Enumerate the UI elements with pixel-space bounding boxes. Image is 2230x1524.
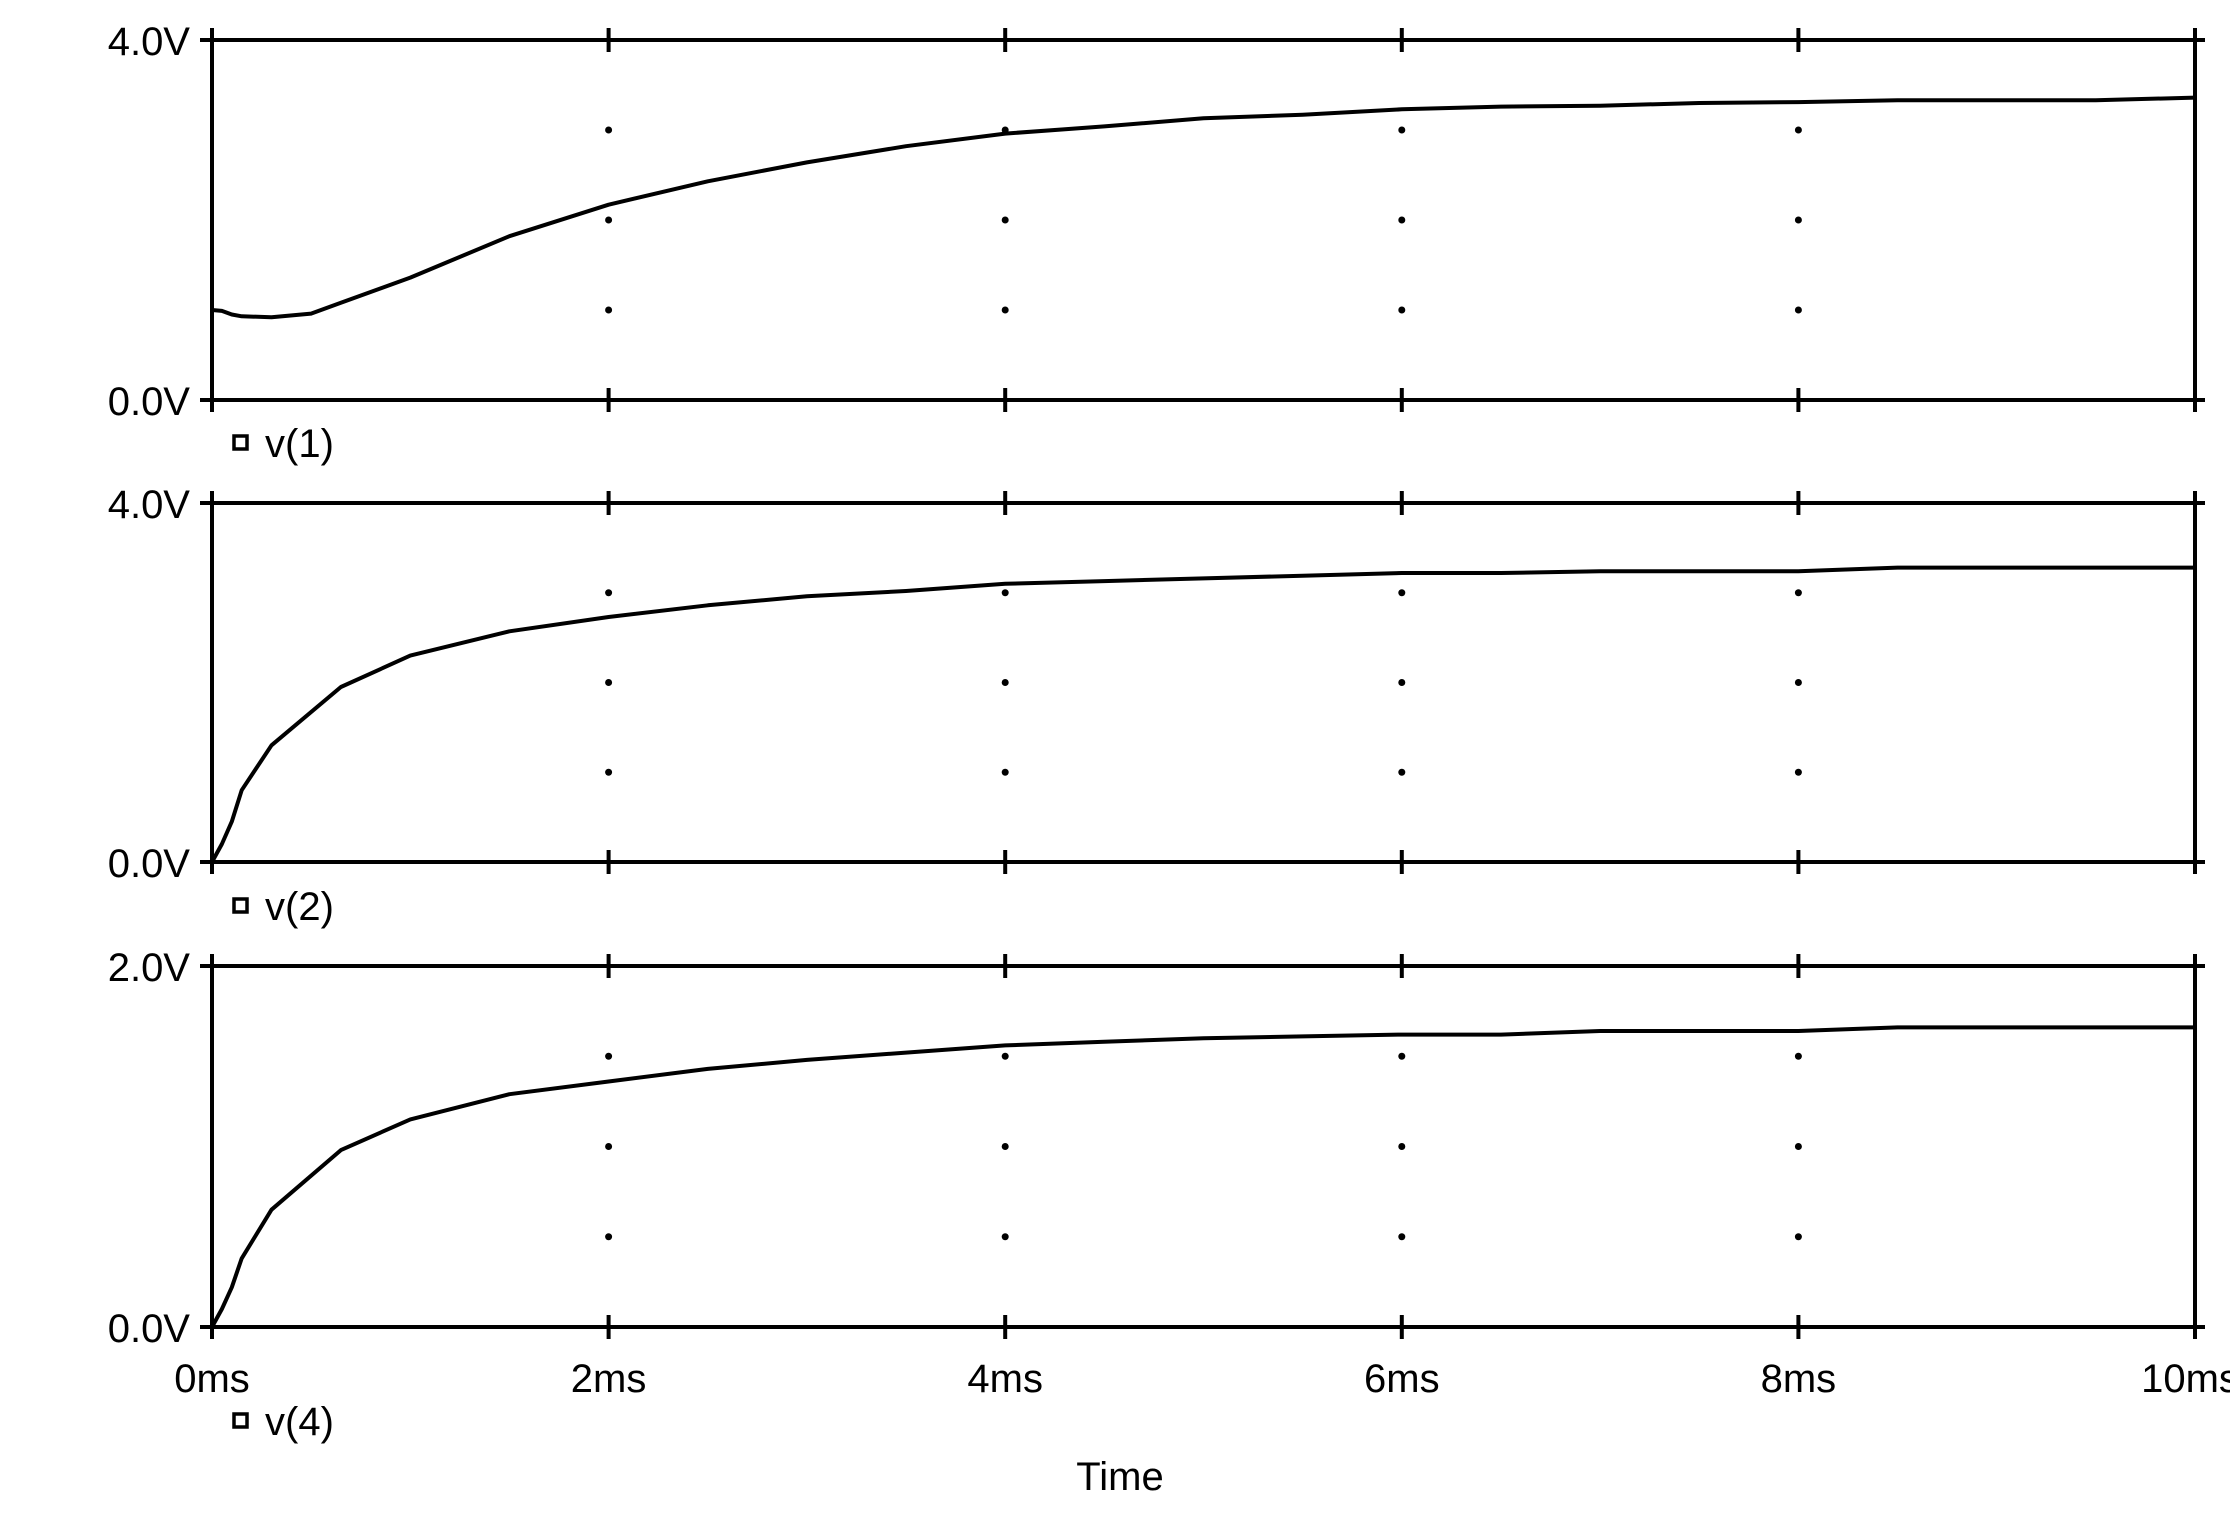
grid-dot	[1001, 216, 1009, 224]
y-tick-label-min: 0.0V	[108, 842, 191, 886]
legend-marker-icon	[232, 1412, 249, 1429]
trace-v4	[210, 1025, 2195, 1328]
grid-dot	[605, 679, 613, 686]
x-tick-label: 6ms	[1364, 1357, 1440, 1401]
grid-dot	[605, 126, 613, 134]
y-tick-label-min: 0.0V	[108, 1307, 191, 1351]
legend-v2: v(2)	[232, 885, 334, 929]
grid-dot	[605, 589, 613, 597]
x-axis: 0ms 2ms 4ms 6ms 8ms 10ms	[174, 1357, 2230, 1401]
grid-dot	[605, 216, 613, 224]
grid-dot	[605, 1143, 613, 1150]
x-tick-label: 2ms	[571, 1357, 647, 1401]
grid-dot	[1398, 306, 1406, 314]
panel-v2: 4.0V 0.0V v(2)	[108, 483, 2205, 929]
trace-v1	[211, 95, 2196, 320]
grid-dot	[605, 1233, 613, 1241]
grid-dot	[1001, 589, 1009, 597]
grid-dot	[1794, 1143, 1802, 1150]
trace-v2	[210, 565, 2195, 863]
legend-v1: v(1)	[232, 422, 334, 466]
grid-dot	[1794, 1052, 1802, 1060]
grid-dot	[1001, 306, 1009, 314]
grid-dot	[1398, 1143, 1406, 1150]
grid-dot	[1794, 679, 1802, 686]
y-tick-label-max: 4.0V	[108, 20, 191, 64]
grid-dot	[1001, 1233, 1009, 1241]
grid-dot	[1398, 679, 1406, 686]
plot-panels: 4.0V 0.0V v(1) 4.0V 0.0V v(2) 2.0V 0.0V v(4)	[108, 20, 2205, 1444]
legend-label-v4: v(4)	[265, 1400, 334, 1444]
panel-v4: 2.0V 0.0V v(4)	[108, 946, 2205, 1444]
y-tick-label-max: 4.0V	[108, 483, 191, 527]
legend-label-v2: v(2)	[265, 885, 334, 929]
grid-dot	[1001, 1143, 1009, 1150]
x-tick-label: 8ms	[1761, 1357, 1837, 1401]
y-tick-label-max: 2.0V	[108, 946, 191, 990]
panel-v1: 4.0V 0.0V v(1)	[108, 20, 2205, 466]
grid-dot	[1794, 589, 1802, 597]
grid-dot	[1398, 216, 1406, 224]
grid-dot	[1794, 126, 1802, 134]
legend-v4: v(4)	[232, 1400, 334, 1444]
grid-dot	[1794, 306, 1802, 314]
grid-dot	[1398, 589, 1406, 597]
grid-dot	[1398, 126, 1406, 134]
grid-dot	[1794, 1233, 1802, 1241]
grid-dot	[1398, 768, 1406, 776]
x-axis-title: Time	[1076, 1455, 1163, 1499]
grid-dot	[1001, 768, 1009, 776]
grid-dot	[1398, 1233, 1406, 1241]
legend-marker-icon	[232, 897, 249, 914]
legend-marker-icon	[232, 434, 249, 451]
grid-dot	[1398, 1052, 1406, 1060]
grid-dot	[605, 768, 613, 776]
legend-label-v1: v(1)	[265, 422, 334, 466]
x-tick-label: 4ms	[967, 1357, 1043, 1401]
grid-dot	[605, 1052, 613, 1060]
grid-dot	[1001, 679, 1009, 686]
grid-dot	[605, 306, 613, 314]
grid-dot	[1001, 1052, 1009, 1060]
x-tick-label: 10ms	[2141, 1357, 2230, 1401]
grid-dot	[1794, 768, 1802, 776]
y-tick-label-min: 0.0V	[108, 380, 191, 424]
grid-dot	[1794, 216, 1802, 224]
x-tick-label: 0ms	[174, 1357, 250, 1401]
